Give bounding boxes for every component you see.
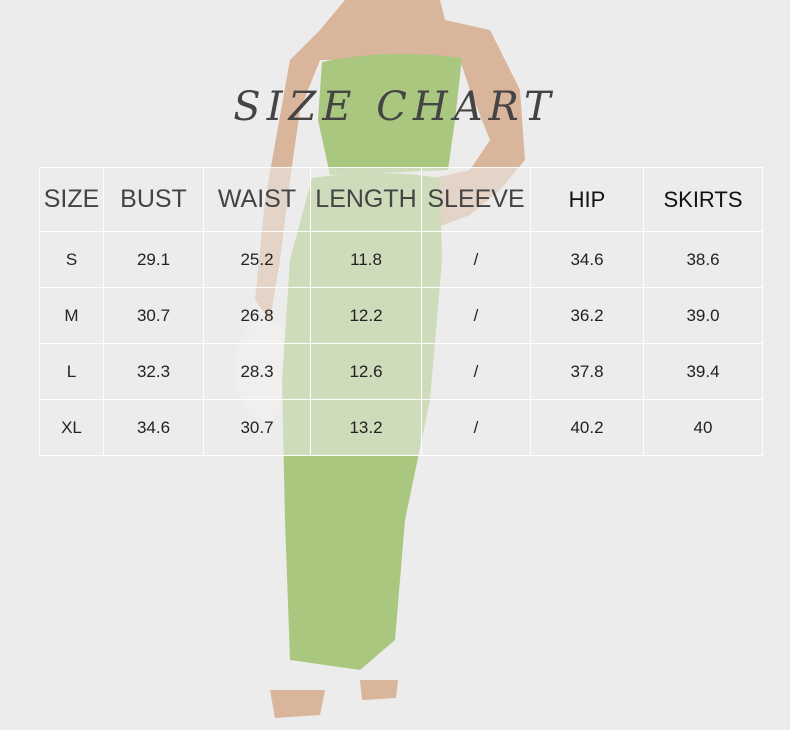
header-size: SIZE [39,167,104,232]
header-sleeve: SLEEVE [421,167,531,232]
table-row: S 29.1 25.2 11.8 / 34.6 38.6 [39,231,763,288]
cell-skirts: 39.4 [643,343,763,400]
cell-skirts: 40 [643,399,763,456]
cell-skirts: 39.0 [643,287,763,344]
cell-size: S [39,231,104,288]
cell-size: XL [39,399,104,456]
cell-waist: 25.2 [203,231,311,288]
cell-length: 12.2 [310,287,422,344]
cell-length: 11.8 [310,231,422,288]
size-chart-table: SIZE BUST WAIST LENGTH SLEEVE HIP SKIRTS… [39,167,763,456]
table-row: L 32.3 28.3 12.6 / 37.8 39.4 [39,343,763,400]
cell-hip: 34.6 [530,231,644,288]
cell-hip: 40.2 [530,399,644,456]
cell-sleeve: / [421,287,531,344]
cell-bust: 34.6 [103,399,204,456]
header-skirts: SKIRTS [643,167,763,232]
cell-hip: 36.2 [530,287,644,344]
cell-waist: 26.8 [203,287,311,344]
cell-size: M [39,287,104,344]
green-top [318,53,462,175]
cell-waist: 28.3 [203,343,311,400]
cell-hip: 37.8 [530,343,644,400]
header-waist: WAIST [203,167,311,232]
cell-size: L [39,343,104,400]
cell-bust: 29.1 [103,231,204,288]
cell-length: 13.2 [310,399,422,456]
cell-sleeve: / [421,231,531,288]
table-row: M 30.7 26.8 12.2 / 36.2 39.0 [39,287,763,344]
table-row: XL 34.6 30.7 13.2 / 40.2 40 [39,399,763,456]
header-row: SIZE BUST WAIST LENGTH SLEEVE HIP SKIRTS [39,167,763,232]
size-chart-title: SIZE CHART [233,84,557,130]
header-length: LENGTH [310,167,422,232]
cell-sleeve: / [421,399,531,456]
cell-length: 12.6 [310,343,422,400]
cell-bust: 30.7 [103,287,204,344]
cell-waist: 30.7 [203,399,311,456]
header-hip: HIP [530,167,644,232]
header-bust: BUST [103,167,204,232]
cell-bust: 32.3 [103,343,204,400]
cell-skirts: 38.6 [643,231,763,288]
cell-sleeve: / [421,343,531,400]
